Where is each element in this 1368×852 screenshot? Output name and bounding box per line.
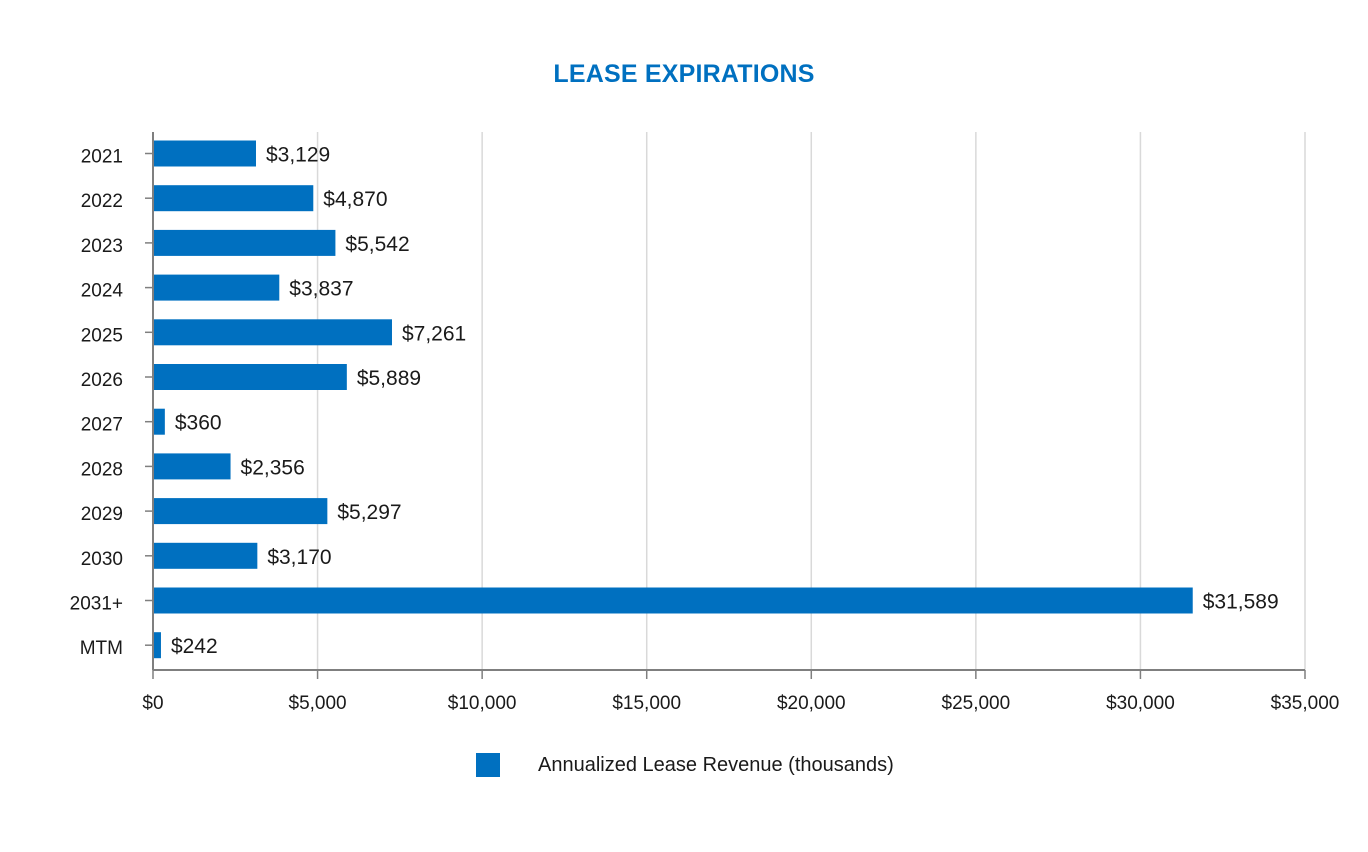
category-label: 2025 bbox=[81, 325, 123, 346]
data-label: $5,542 bbox=[345, 233, 409, 256]
bar bbox=[153, 542, 258, 569]
category-label: MTM bbox=[80, 638, 123, 659]
data-label: $7,261 bbox=[402, 322, 466, 345]
data-label: $360 bbox=[175, 412, 222, 435]
category-label: 2030 bbox=[81, 549, 123, 570]
data-label: $3,129 bbox=[266, 144, 330, 167]
category-label: 2031+ bbox=[70, 594, 123, 615]
x-tick-label: $15,000 bbox=[612, 693, 681, 714]
data-label: $3,170 bbox=[267, 546, 331, 569]
chart-legend: Annualized Lease Revenue (thousands) bbox=[476, 752, 894, 778]
bar bbox=[153, 229, 336, 256]
category-label: 2024 bbox=[81, 281, 124, 302]
x-tick-label: $20,000 bbox=[777, 693, 846, 714]
bar bbox=[153, 498, 328, 525]
bar bbox=[153, 408, 165, 435]
category-label: 2021 bbox=[81, 147, 123, 168]
bar bbox=[153, 140, 256, 167]
data-label: $3,837 bbox=[289, 278, 353, 301]
bar bbox=[153, 185, 314, 212]
data-label: $5,297 bbox=[337, 501, 401, 524]
category-label: 2026 bbox=[81, 370, 123, 391]
axes bbox=[145, 132, 1306, 679]
bars bbox=[153, 140, 1193, 659]
bar bbox=[153, 632, 161, 659]
category-label: 2023 bbox=[81, 236, 123, 257]
labels: $3,129 2021 $4,870 2022 $5,542 2023 $3,837 2024… bbox=[70, 144, 1340, 715]
data-label: $242 bbox=[171, 635, 218, 658]
bar bbox=[153, 274, 280, 301]
x-tick-label: $10,000 bbox=[448, 693, 517, 714]
data-label: $4,870 bbox=[323, 188, 387, 211]
x-tick-label: $35,000 bbox=[1271, 693, 1340, 714]
category-label: 2028 bbox=[81, 459, 123, 480]
data-label: $5,889 bbox=[357, 367, 421, 390]
category-label: 2022 bbox=[81, 191, 123, 212]
category-label: 2027 bbox=[81, 415, 123, 436]
bar bbox=[153, 453, 231, 480]
category-label: 2029 bbox=[81, 504, 123, 525]
x-tick-label: $30,000 bbox=[1106, 693, 1175, 714]
gridlines bbox=[316, 132, 1306, 670]
data-label: $31,589 bbox=[1203, 591, 1279, 614]
bar bbox=[153, 587, 1193, 614]
data-label: $2,356 bbox=[241, 456, 305, 479]
legend-label: Annualized Lease Revenue (thousands) bbox=[538, 753, 894, 776]
x-tick-label: $5,000 bbox=[289, 693, 347, 714]
bar bbox=[153, 364, 347, 390]
x-tick-label: $25,000 bbox=[942, 693, 1011, 714]
chart-title: LEASE EXPIRATIONS bbox=[553, 60, 815, 88]
bar bbox=[153, 319, 392, 346]
legend-swatch bbox=[476, 753, 500, 777]
x-tick-label: $0 bbox=[142, 693, 163, 714]
